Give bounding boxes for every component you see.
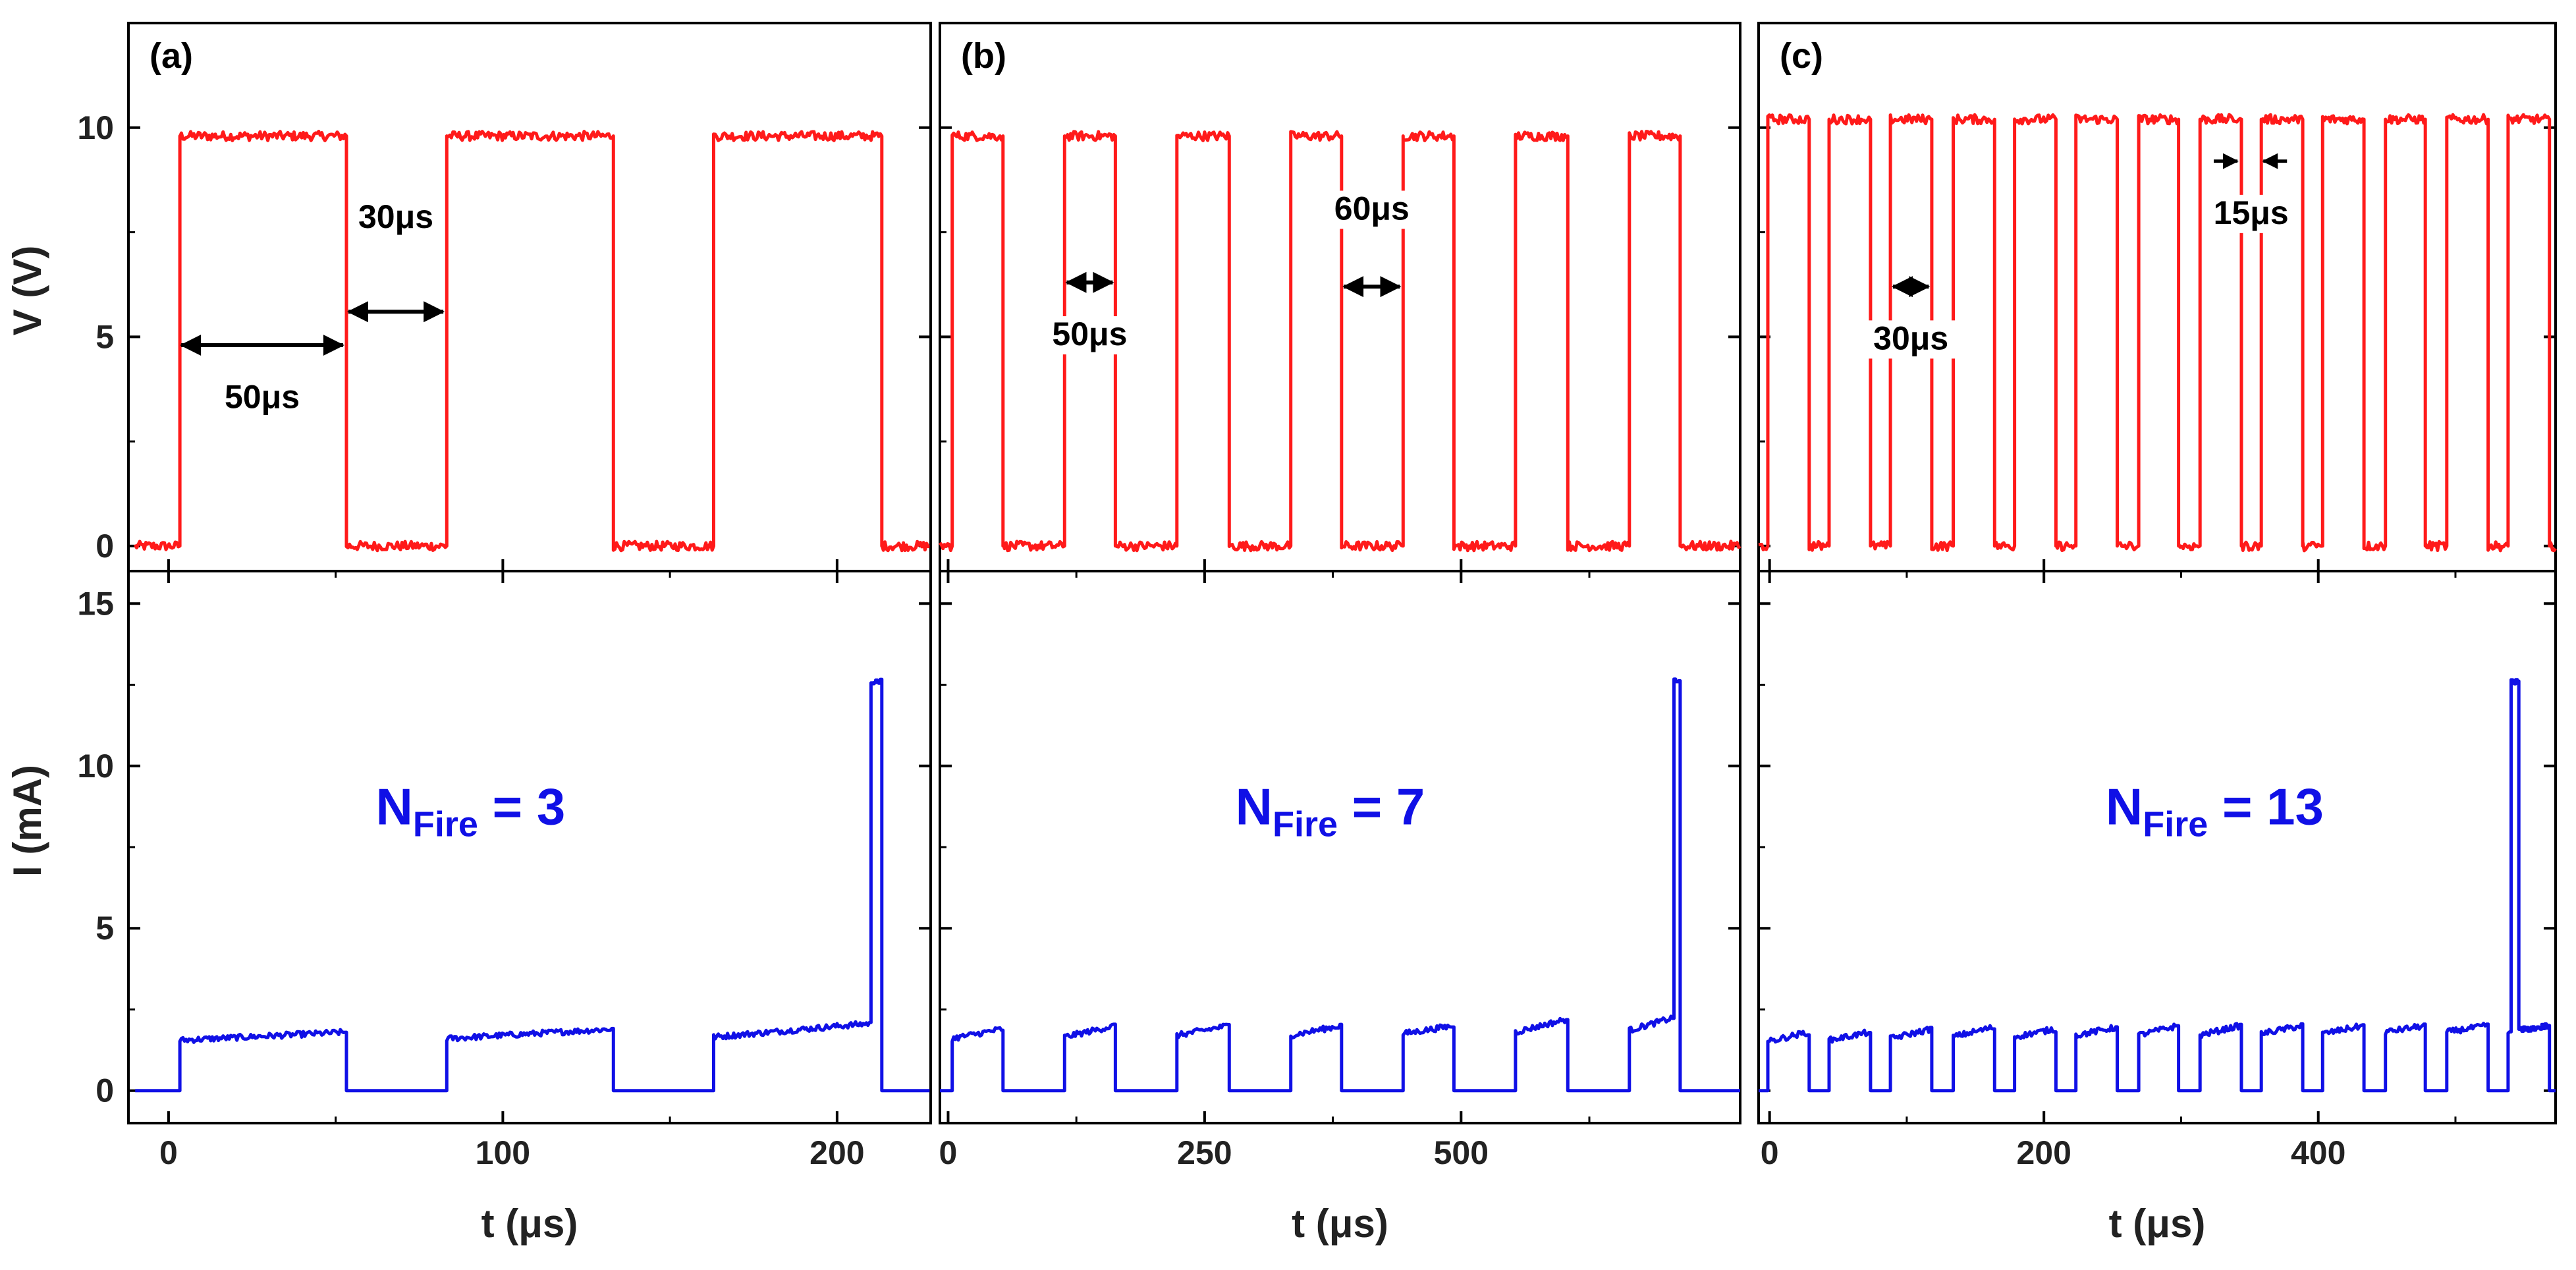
panel-frame	[127, 22, 932, 1124]
annotation-label-bg	[2203, 194, 2299, 233]
annotation-arrowhead	[346, 301, 368, 323]
pulse-width-annotation: 30μs	[1863, 276, 1959, 359]
v-ytick-label: 0	[96, 528, 114, 565]
pulse-width-label: 15μs	[2214, 194, 2289, 231]
annotation-label-bg	[348, 199, 443, 238]
nfire-value: = 7	[1338, 777, 1425, 835]
annotation-arrowhead	[1065, 271, 1087, 293]
panel-frame	[939, 22, 1741, 1124]
current-trace	[1758, 678, 2556, 1093]
annotation-label-bg	[1324, 190, 1419, 229]
annotation-arrowhead	[2262, 153, 2278, 169]
nfire-sub: Fire	[1273, 804, 1338, 844]
annotation-arrowhead	[323, 335, 344, 356]
v-ytick-label: 5	[96, 318, 114, 355]
pulse-width-label: 50μs	[1052, 316, 1127, 352]
voltage-trace	[939, 130, 1741, 553]
annotation-label-bg	[215, 379, 310, 418]
nfire-n: N	[1236, 777, 1273, 835]
panel-1: 0 250 500 t (μs) (b) 50μs 60μs NFire = 7	[939, 22, 1741, 1246]
xtick-label: 0	[1761, 1134, 1779, 1171]
x-axis-title: t (μs)	[2109, 1201, 2206, 1246]
pulse-width-annotation: 50μs	[1042, 271, 1137, 355]
nfire-value: = 3	[478, 777, 565, 835]
nfire-n: N	[376, 777, 413, 835]
nfire-sub: Fire	[413, 804, 478, 844]
v-axis-title: V (V)	[5, 246, 49, 336]
annotation-arrowhead	[1891, 276, 1913, 298]
pulse-width-annotation: 30μs	[346, 198, 445, 323]
pulse-width-annotation: 50μs	[180, 335, 344, 418]
current-trace	[939, 677, 1741, 1093]
voltage-trace	[133, 130, 930, 553]
x-axis-title: t (μs)	[1292, 1201, 1388, 1246]
i-ytick-label: 5	[96, 910, 114, 947]
pulse-width-label: 60μs	[1334, 190, 1410, 227]
annotation-arrowhead	[1909, 276, 1931, 298]
xtick-label: 100	[476, 1134, 530, 1171]
i-ytick-label: 0	[96, 1072, 114, 1109]
nfire-sub: Fire	[2143, 804, 2208, 844]
i-ytick-label: 15	[77, 585, 114, 622]
nfire-value: = 13	[2208, 777, 2324, 835]
xtick-label: 500	[1434, 1134, 1489, 1171]
xtick-label: 200	[809, 1134, 864, 1171]
nfire-label: NFire = 3	[376, 777, 566, 844]
pulse-width-label: 30μs	[358, 198, 433, 235]
voltage-trace	[1758, 113, 2557, 553]
panel-2: 0 200 400 t (μs) (c) 30μs 15μs NFire = 13	[1757, 22, 2557, 1246]
v-ytick-label: 10	[77, 109, 114, 146]
xtick-label: 0	[939, 1134, 958, 1171]
pulse-width-annotation: 15μs	[2203, 153, 2299, 233]
panel-label: (b)	[961, 36, 1006, 76]
panel-frame	[1757, 22, 2557, 1124]
nfire-label: NFire = 13	[2106, 777, 2324, 844]
annotation-arrowhead	[1342, 276, 1364, 298]
annotation-label-bg	[1042, 316, 1137, 355]
nfire-n: N	[2106, 777, 2143, 835]
current-trace	[135, 677, 930, 1093]
pulse-width-annotation: 60μs	[1324, 190, 1419, 298]
annotation-arrowhead	[424, 301, 445, 323]
panel-label: (a)	[150, 36, 193, 76]
xtick-label: 0	[159, 1134, 178, 1171]
annotation-arrowhead	[1380, 276, 1402, 298]
panel-label: (c)	[1780, 36, 1823, 76]
i-axis-title: I (mA)	[5, 765, 49, 877]
pulse-width-label: 50μs	[225, 378, 300, 415]
xtick-label: 200	[2016, 1134, 2071, 1171]
pulse-width-label: 30μs	[1873, 319, 1948, 356]
nfire-label: NFire = 7	[1236, 777, 1425, 844]
annotation-arrowhead	[1093, 271, 1114, 293]
x-axis-title: t (μs)	[481, 1201, 578, 1246]
xtick-label: 400	[2291, 1134, 2345, 1171]
annotation-arrowhead	[2222, 153, 2239, 169]
annotation-arrowhead	[180, 335, 202, 356]
i-ytick-label: 10	[77, 748, 114, 785]
xtick-label: 250	[1177, 1134, 1232, 1171]
annotation-label-bg	[1863, 320, 1959, 359]
